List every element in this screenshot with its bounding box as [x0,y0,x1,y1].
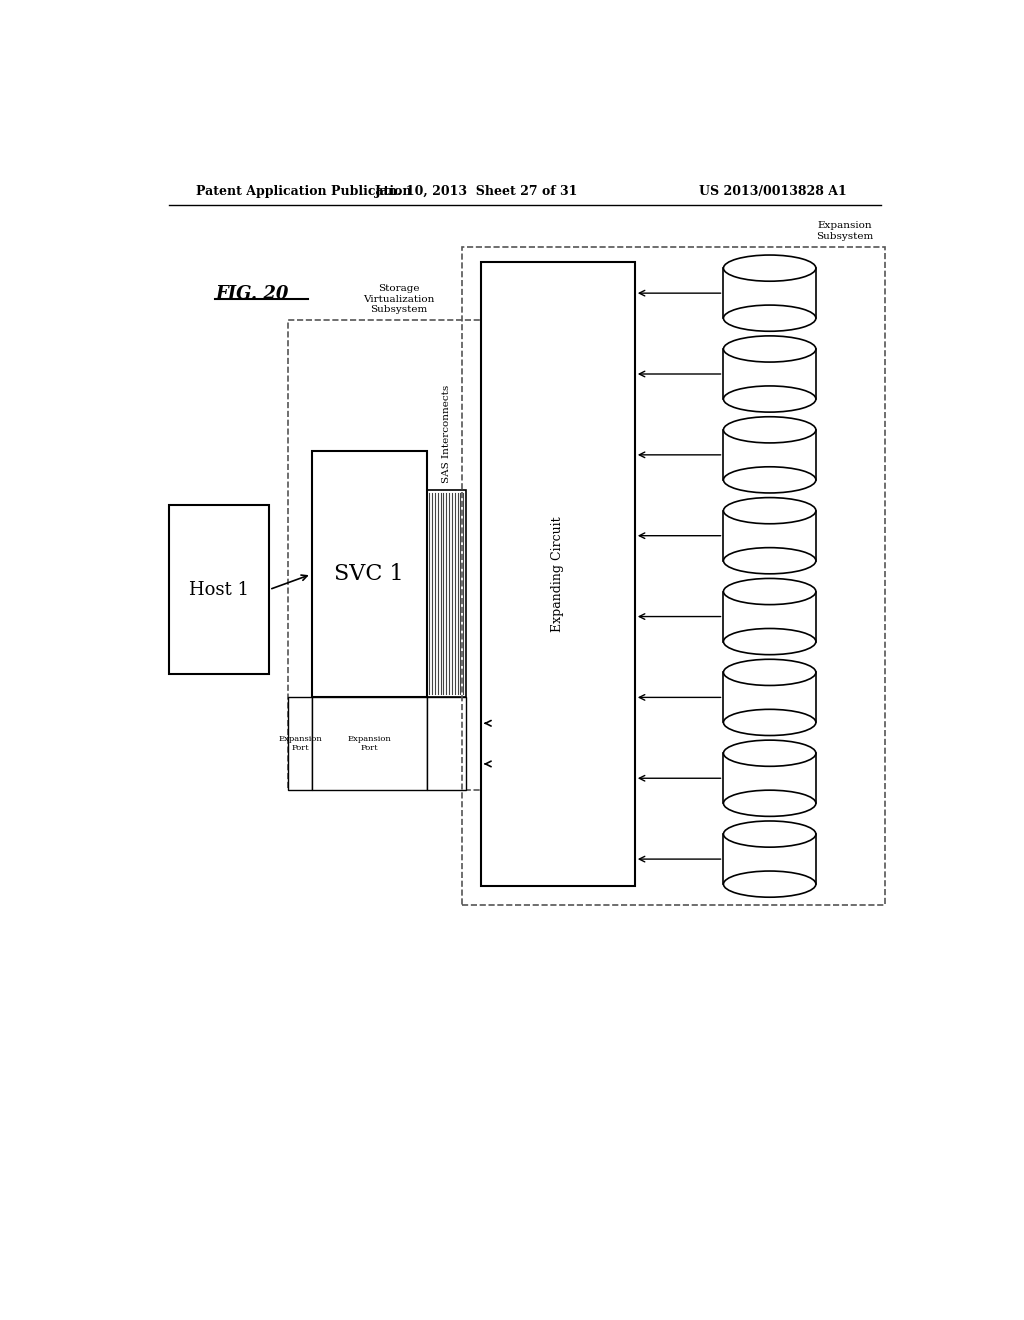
Ellipse shape [724,578,816,605]
Text: Expansion
Port: Expansion Port [347,735,391,752]
Text: Storage
Virtualization
Subsystem: Storage Virtualization Subsystem [362,284,434,314]
Text: Jan. 10, 2013  Sheet 27 of 31: Jan. 10, 2013 Sheet 27 of 31 [376,185,579,198]
Ellipse shape [724,548,816,574]
Text: Patent Application Publication: Patent Application Publication [196,185,412,198]
Ellipse shape [724,628,816,655]
Ellipse shape [724,417,816,444]
Polygon shape [724,754,816,804]
Text: US 2013/0013828 A1: US 2013/0013828 A1 [699,185,847,198]
Ellipse shape [724,821,816,847]
Ellipse shape [724,659,816,685]
FancyBboxPatch shape [481,263,635,886]
FancyBboxPatch shape [289,697,311,789]
Ellipse shape [724,498,816,524]
FancyBboxPatch shape [311,697,427,789]
Polygon shape [724,672,816,722]
Text: SAS Interconnects: SAS Interconnects [441,385,451,483]
Text: SVC 1: SVC 1 [335,564,404,585]
Polygon shape [724,268,816,318]
Ellipse shape [724,791,816,816]
Polygon shape [724,348,816,399]
Ellipse shape [724,467,816,492]
Ellipse shape [724,741,816,767]
Ellipse shape [724,335,816,362]
Ellipse shape [724,871,816,898]
Ellipse shape [724,709,816,735]
Text: Expansion
Subsystem: Expansion Subsystem [816,222,873,240]
Text: Host 1: Host 1 [189,581,249,598]
Ellipse shape [724,385,816,412]
FancyBboxPatch shape [311,451,427,697]
Text: Expanding Circuit: Expanding Circuit [551,516,564,632]
Polygon shape [724,591,816,642]
Polygon shape [724,834,816,884]
Polygon shape [724,511,816,561]
FancyBboxPatch shape [427,697,466,789]
Ellipse shape [724,305,816,331]
Text: FIG. 20: FIG. 20 [215,285,289,304]
FancyBboxPatch shape [169,506,269,675]
Text: Expansion
Port: Expansion Port [279,735,322,752]
Ellipse shape [724,255,816,281]
Polygon shape [724,430,816,480]
